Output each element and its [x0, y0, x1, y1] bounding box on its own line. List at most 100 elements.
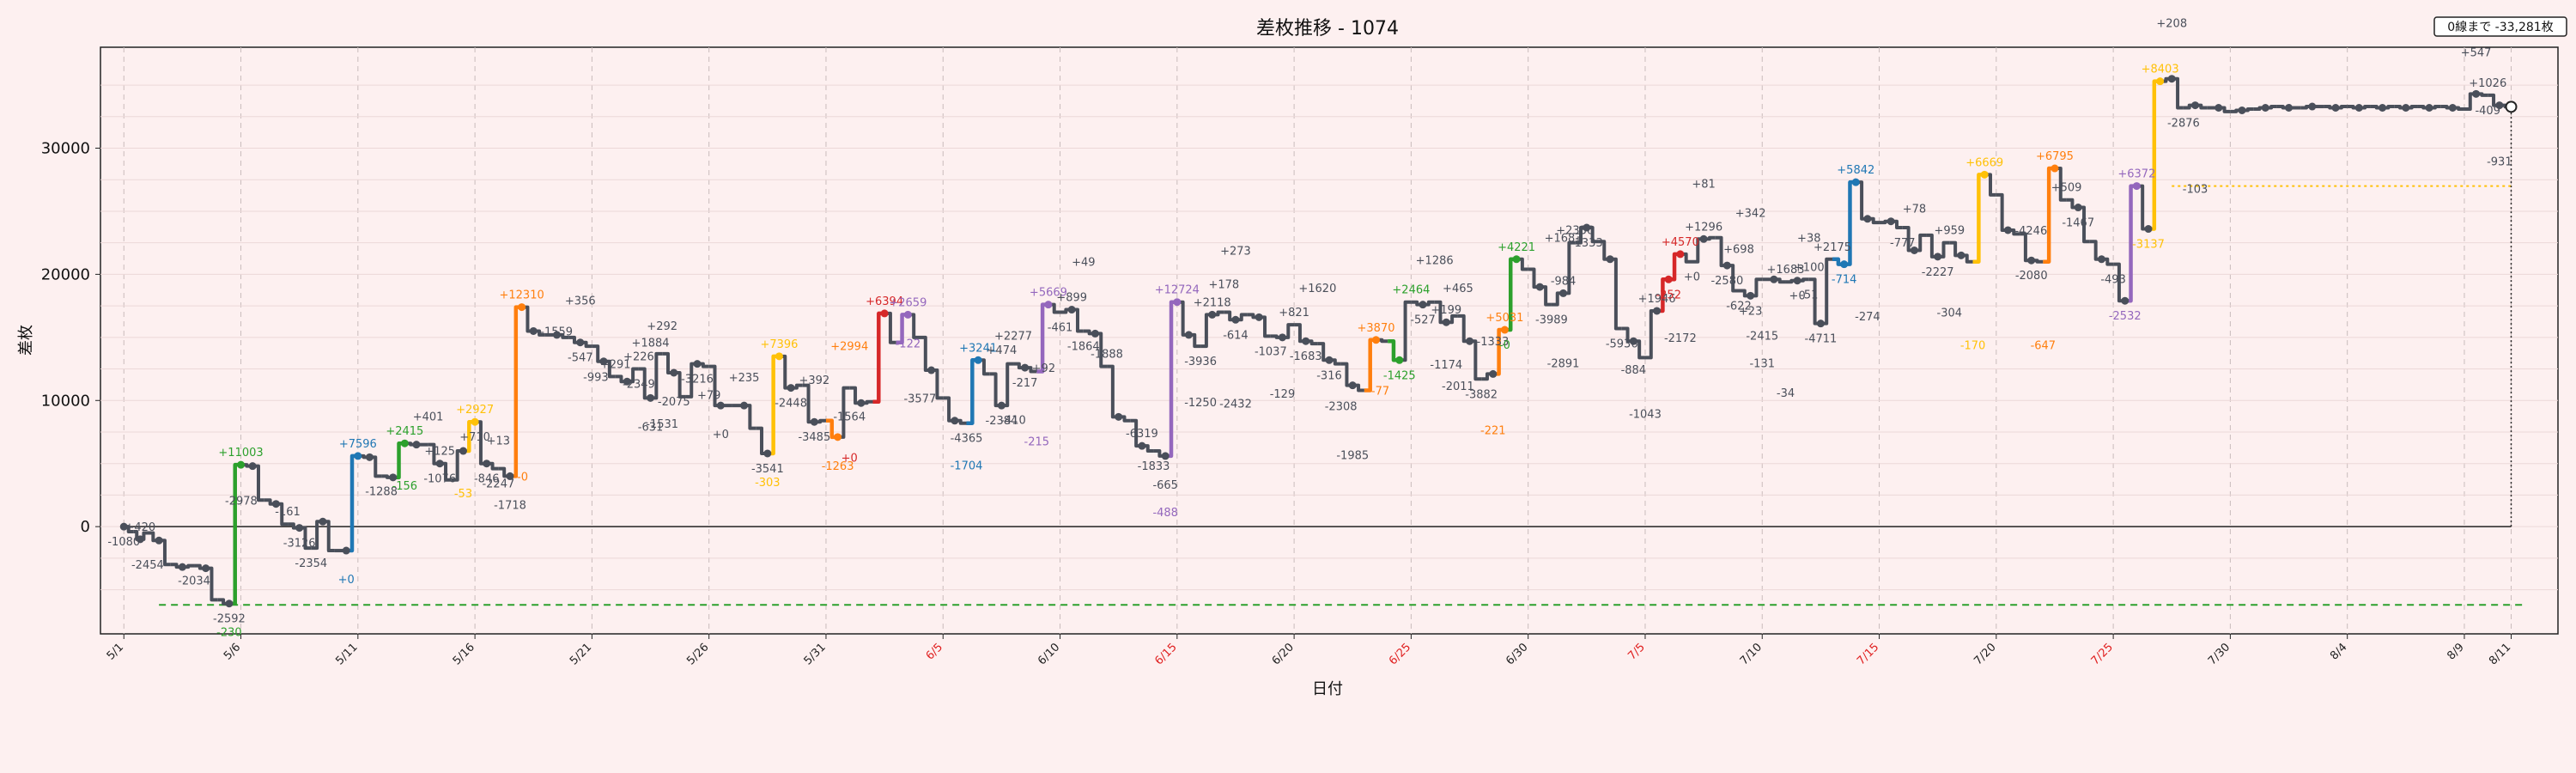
data-point [400, 439, 409, 447]
data-point [2238, 106, 2246, 114]
data-label: -3126 [283, 538, 316, 551]
data-label: +710 [459, 431, 490, 444]
data-point [1325, 356, 1334, 364]
data-label: +2118 [1194, 296, 1231, 309]
data-label: -2876 [2167, 118, 2200, 131]
data-label: -4246 [2014, 225, 2047, 238]
data-label: +2994 [830, 341, 868, 354]
data-point [2495, 101, 2504, 110]
data-label: -2978 [225, 495, 258, 508]
x-tick-label: 7/20 [1971, 641, 1998, 667]
data-point [2097, 255, 2105, 264]
data-point [2003, 226, 2012, 234]
data-point [927, 366, 936, 374]
data-label: -1250 [1184, 397, 1217, 410]
data-label: -156 [392, 480, 418, 493]
data-label: +821 [1279, 307, 1309, 320]
data-point [1302, 337, 1310, 345]
data-label: -129 [1270, 388, 1296, 401]
data-label: -2454 [131, 559, 164, 572]
data-point [435, 460, 444, 468]
data-label: +4570 [1662, 236, 1699, 249]
data-point [1500, 326, 1509, 334]
data-label: -2227 [1922, 266, 1954, 279]
data-label: +49 [1072, 256, 1095, 269]
data-label: +13 [487, 435, 510, 448]
data-point [1535, 283, 1544, 291]
data-label: +6795 [2036, 150, 2074, 163]
data-label: -622 [1726, 300, 1752, 313]
data-label: -131 [1749, 357, 1775, 370]
data-label: +474 [987, 344, 1018, 357]
data-point [342, 546, 350, 555]
data-point [1934, 253, 1942, 261]
data-label: -252 [1656, 289, 1681, 301]
data-label: +6394 [866, 295, 903, 308]
x-tick-label: 5/1 [105, 641, 126, 662]
y-tick-label: 30000 [41, 140, 90, 158]
data-point [225, 600, 234, 608]
data-label: -215 [1024, 435, 1050, 448]
data-label: +1286 [1416, 255, 1454, 268]
data-point [1840, 260, 1849, 269]
data-point [2379, 104, 2387, 113]
data-point [740, 401, 749, 410]
data-point [763, 449, 772, 458]
data-point [471, 417, 479, 426]
x-tick-label: 7/15 [1855, 641, 1881, 667]
data-point [1583, 223, 1591, 232]
data-point [2121, 296, 2129, 305]
data-label: -2354 [295, 557, 327, 570]
data-label: +0 [338, 574, 355, 587]
data-label: -1288 [365, 485, 398, 498]
data-point [2050, 164, 2059, 173]
x-tick-label: 6/30 [1504, 641, 1530, 667]
data-label: -316 [1316, 369, 1342, 382]
data-label: +2336 [1556, 225, 1594, 238]
data-label: +1026 [2469, 77, 2506, 90]
data-point [670, 368, 678, 377]
data-label: +2927 [456, 404, 494, 417]
data-label: +78 [1903, 203, 1926, 216]
data-point [857, 399, 866, 407]
data-label: -217 [1012, 377, 1038, 390]
data-label: -1076 [423, 473, 456, 486]
data-label: -3989 [1535, 314, 1568, 327]
data-point [1863, 215, 1872, 223]
data-label: +1683 [1545, 232, 1583, 245]
data-label: -647 [2031, 340, 2057, 353]
data-point [834, 433, 842, 441]
data-label: -884 [1621, 364, 1647, 377]
data-label: -1080 [107, 536, 140, 549]
data-point [623, 377, 631, 386]
data-label: +959 [1934, 225, 1965, 238]
data-point [2215, 104, 2223, 113]
final-point-marker [2505, 100, 2518, 113]
data-label: +2415 [386, 425, 423, 438]
x-tick-label: 7/5 [1625, 641, 1647, 662]
data-label: -984 [1551, 275, 1577, 288]
data-label: +0 [841, 453, 858, 466]
data-label: -2891 [1547, 357, 1580, 370]
data-point [1664, 275, 1673, 283]
data-label: -527 [1410, 314, 1436, 327]
data-label: -0 [517, 471, 528, 484]
data-point [2074, 204, 2082, 212]
data-point [1606, 255, 1614, 264]
data-label: +1683 [1767, 264, 1805, 277]
note-box-border [2433, 16, 2567, 37]
data-point [365, 453, 374, 461]
data-point [119, 522, 128, 531]
data-label: +342 [1735, 207, 1766, 220]
data-label: -1888 [1091, 349, 1123, 362]
data-label: +273 [1220, 245, 1251, 258]
x-tick-label: 5/21 [568, 641, 594, 667]
data-point [295, 524, 304, 533]
data-point [1910, 246, 1918, 254]
data-label: +899 [1056, 292, 1087, 305]
data-label: -274 [1855, 311, 1880, 324]
x-tick-label: 6/20 [1270, 641, 1297, 667]
data-point [903, 310, 912, 319]
data-point [1044, 301, 1053, 309]
data-label: -3485 [798, 431, 830, 444]
